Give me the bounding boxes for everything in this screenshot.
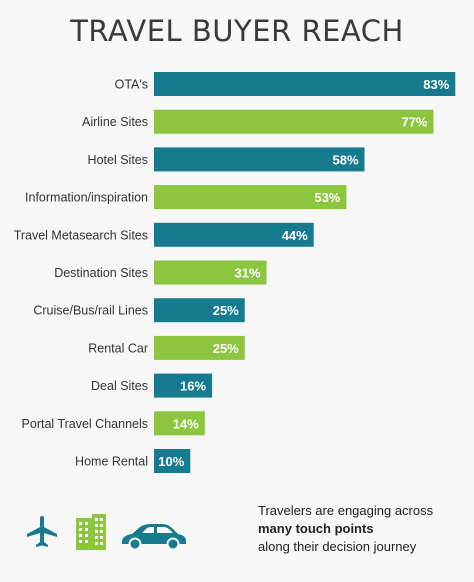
- footer-line-3: along their decision journey: [258, 539, 417, 554]
- chart-title: TRAVEL BUYER REACH: [70, 14, 404, 48]
- building-icon: [76, 514, 106, 550]
- bar: [154, 72, 456, 96]
- value-label: 14%: [173, 416, 199, 431]
- bar: [154, 449, 191, 473]
- bar: [154, 373, 213, 398]
- category-label: Travel Metasearch Sites: [14, 228, 148, 242]
- value-label: 77%: [401, 115, 427, 130]
- category-label: Destination Sites: [54, 266, 148, 280]
- bar: [154, 185, 347, 210]
- value-label: 44%: [282, 228, 308, 243]
- bar: [154, 109, 434, 134]
- value-label: 25%: [213, 303, 239, 318]
- bar: [154, 298, 245, 323]
- value-label: 10%: [158, 454, 184, 469]
- bar: [154, 147, 365, 172]
- footer-line-2: many touch points: [258, 521, 374, 536]
- value-label: 58%: [333, 152, 359, 167]
- bar: [154, 222, 314, 247]
- value-label: 16%: [180, 379, 206, 394]
- category-label: Information/inspiration: [25, 191, 148, 205]
- category-label: Rental Car: [88, 341, 148, 355]
- value-label: 31%: [234, 266, 260, 281]
- bar-chart: OTA's 83% Airline Sites 77% Hotel Sites 58% In…: [14, 72, 456, 473]
- category-label: Airline Sites: [82, 115, 148, 129]
- category-label: Home Rental: [75, 455, 148, 469]
- category-label: OTA's: [115, 78, 148, 92]
- category-label: Portal Travel Channels: [22, 417, 148, 431]
- bar: [154, 411, 205, 436]
- airplane-icon: [27, 516, 57, 547]
- bar: [154, 335, 245, 360]
- footer-line-1: Travelers are engaging across: [258, 503, 434, 518]
- bar: [154, 260, 267, 285]
- category-label: Cruise/Bus/rail Lines: [33, 304, 148, 318]
- footer-caption: Travelers are engaging across many touch…: [258, 502, 468, 556]
- value-label: 53%: [314, 190, 340, 205]
- category-label: Deal Sites: [91, 379, 148, 393]
- value-label: 25%: [213, 341, 239, 356]
- category-label: Hotel Sites: [88, 153, 148, 167]
- car-icon: [122, 524, 186, 550]
- value-label: 83%: [423, 77, 449, 92]
